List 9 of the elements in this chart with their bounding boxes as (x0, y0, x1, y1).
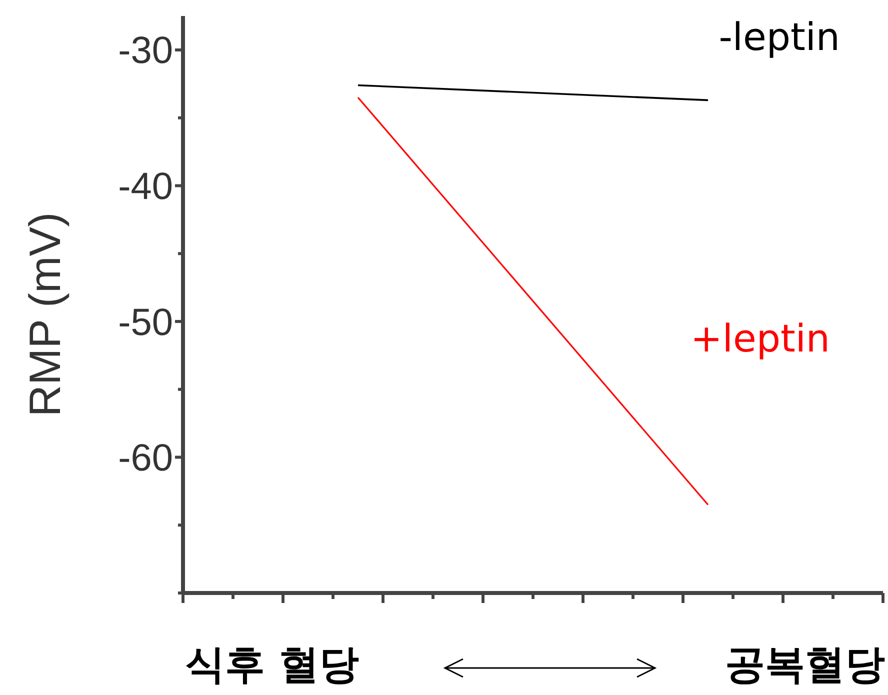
y-tick-label: -60 (118, 438, 173, 480)
y-tick-label: -30 (118, 30, 173, 72)
text: 공복혈당 (725, 642, 885, 688)
y-axis-title: RMP (mV) (21, 212, 70, 417)
text: 식후 혈당 (185, 642, 359, 688)
text: +leptin (690, 316, 830, 360)
y-tick-label: -40 (118, 166, 173, 208)
y-tick-label: -50 (118, 302, 173, 344)
series-label: -leptin (718, 15, 840, 60)
